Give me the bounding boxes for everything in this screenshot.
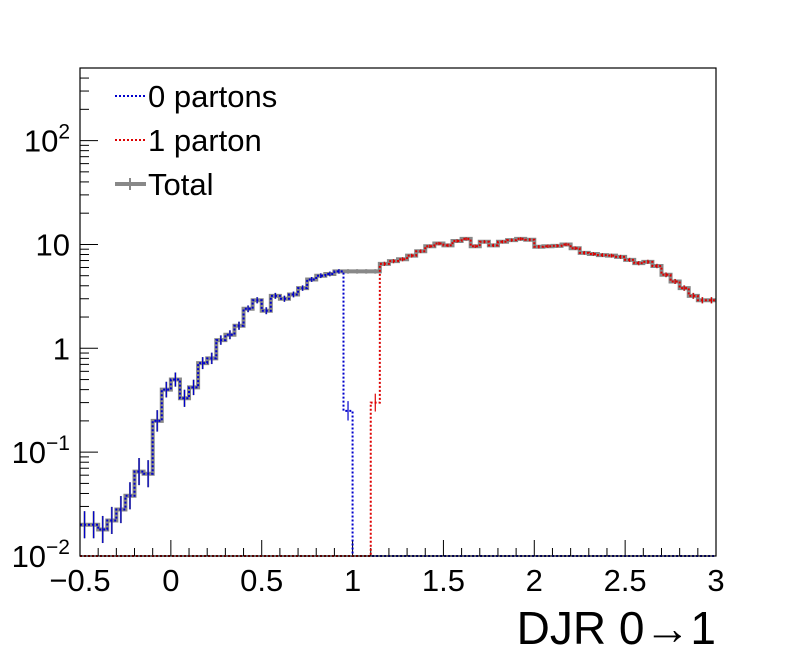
x-tick-labels: −0.5 0 0.5 1 1.5 2 2.5 3 bbox=[49, 563, 724, 598]
legend: 0 partons 1 parton Total bbox=[115, 79, 277, 202]
histogram-series bbox=[80, 236, 716, 557]
x-tick-label: −0.5 bbox=[49, 563, 110, 598]
legend-label: 0 partons bbox=[148, 79, 277, 114]
plot-frame bbox=[79, 67, 717, 557]
x-tick-label: 2.5 bbox=[604, 563, 647, 598]
x-tick-label: 0.5 bbox=[240, 563, 283, 598]
y-tick-labels: 10−2 10−1 1 10 102 bbox=[12, 121, 70, 574]
series-line-0-partons bbox=[80, 270, 716, 557]
y-tick-label: 1 bbox=[53, 331, 70, 366]
series-line-1-parton bbox=[80, 237, 716, 557]
y-tick-label: 10−2 bbox=[12, 536, 70, 574]
legend-label: Total bbox=[148, 167, 213, 202]
x-axis-title: DJR 0→1 bbox=[517, 602, 716, 654]
x-tick-label: 2 bbox=[526, 563, 543, 598]
legend-label: 1 parton bbox=[148, 123, 262, 158]
x-tick-label: 1 bbox=[344, 563, 361, 598]
x-tick-label: 0 bbox=[162, 563, 179, 598]
y-tick-label: 10 bbox=[36, 227, 70, 262]
x-tick-label: 1.5 bbox=[422, 563, 465, 598]
y-tick-label: 102 bbox=[24, 121, 70, 159]
y-tick-label: 10−1 bbox=[12, 432, 70, 470]
x-tick-label: 3 bbox=[707, 563, 724, 598]
